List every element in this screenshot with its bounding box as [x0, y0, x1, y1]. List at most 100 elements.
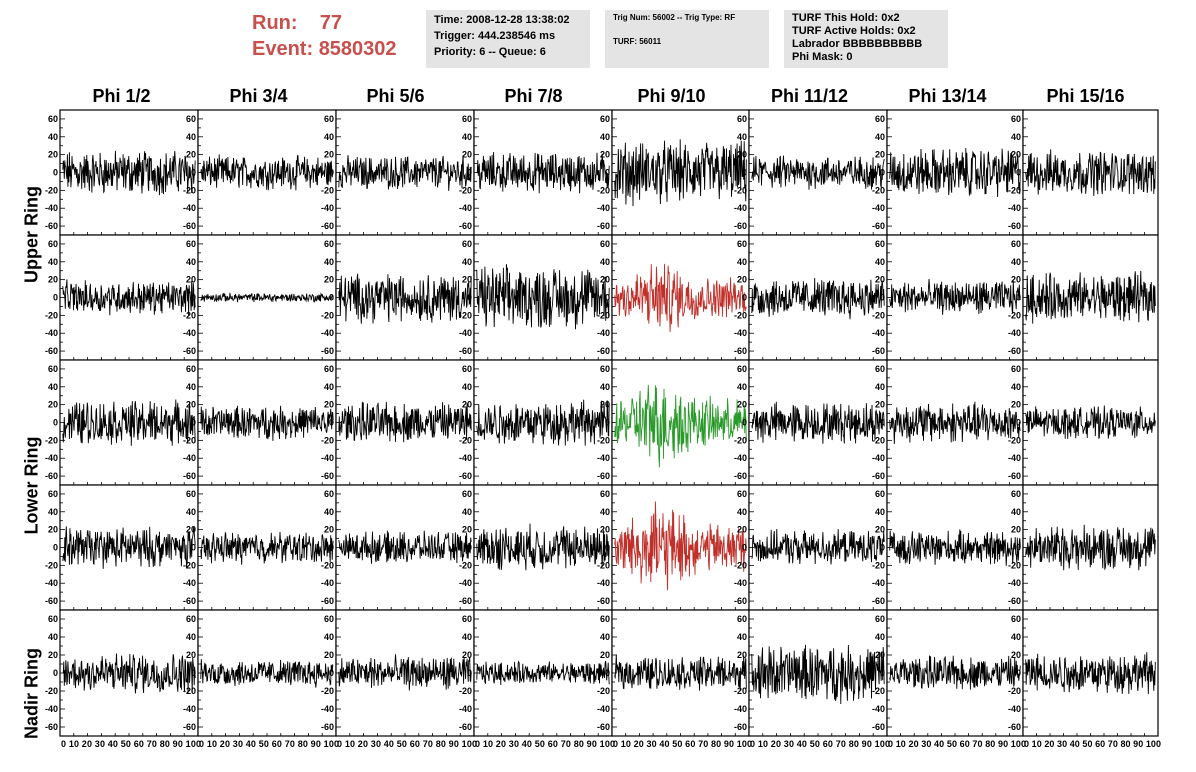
y-tick-label: -40 [1008, 328, 1021, 338]
y-tick-label: -60 [45, 346, 58, 356]
y-tick-label: 40 [324, 132, 334, 142]
y-tick-label: 20 [737, 275, 747, 285]
column-header-phi-7-8: Phi 7/8 [504, 86, 563, 106]
waveform-trace [889, 655, 1021, 690]
waveform-trace [751, 155, 885, 190]
y-tick-label: 0 [53, 293, 58, 303]
waveform-trace [476, 264, 610, 330]
y-tick-label: -60 [183, 346, 196, 356]
y-tick-label: -60 [734, 346, 747, 356]
y-tick-label: -40 [597, 704, 610, 714]
y-tick-label: 40 [48, 382, 58, 392]
y-tick-label: 40 [875, 132, 885, 142]
y-tick-label: 0 [605, 668, 610, 678]
y-tick-label: 40 [48, 132, 58, 142]
y-tick-label: 60 [737, 114, 747, 124]
y-tick-label: -60 [183, 221, 196, 231]
y-tick-label: 40 [1011, 507, 1021, 517]
y-tick-label: 20 [737, 150, 747, 160]
waveform-trace [476, 660, 610, 686]
y-tick-label: 40 [875, 257, 885, 267]
y-tick-label: -40 [872, 453, 885, 463]
y-tick-label: -60 [1008, 471, 1021, 481]
waveform-trace [338, 401, 472, 443]
y-tick-label: 0 [880, 168, 885, 178]
y-tick-label: -20 [597, 435, 610, 445]
y-tick-label: 60 [462, 364, 472, 374]
y-tick-label: 20 [186, 400, 196, 410]
y-tick-label: -20 [1008, 185, 1021, 195]
y-tick-label: 60 [324, 489, 334, 499]
y-tick-label: 60 [186, 364, 196, 374]
y-tick-label: 40 [737, 132, 747, 142]
y-tick-label: -40 [734, 578, 747, 588]
y-tick-label: 20 [186, 150, 196, 160]
y-tick-label: -60 [1008, 722, 1021, 732]
y-tick-label: 60 [737, 364, 747, 374]
y-tick-label: 0 [329, 668, 334, 678]
y-tick-label: -20 [872, 560, 885, 570]
y-tick-label: -60 [459, 221, 472, 231]
y-tick-label: -60 [321, 471, 334, 481]
waveform-trace [62, 279, 196, 316]
y-tick-label: 60 [737, 489, 747, 499]
y-tick-label: -40 [459, 704, 472, 714]
y-tick-label: -40 [1008, 203, 1021, 213]
y-tick-label: -60 [1008, 346, 1021, 356]
y-tick-label: 20 [737, 525, 747, 535]
y-tick-label: 0 [191, 168, 196, 178]
y-tick-label: 60 [1011, 239, 1021, 249]
waveform-trace [62, 399, 196, 446]
y-tick-label: -20 [459, 560, 472, 570]
y-tick-label: 20 [737, 650, 747, 660]
y-tick-label: -40 [734, 453, 747, 463]
y-tick-label: 0 [191, 418, 196, 428]
waveform-trace [751, 644, 885, 705]
y-tick-label: 40 [462, 632, 472, 642]
y-tick-label: 20 [48, 525, 58, 535]
waveform-trace [1025, 652, 1156, 695]
y-tick-label: 60 [737, 239, 747, 249]
y-tick-label: 40 [324, 257, 334, 267]
y-tick-label: -60 [45, 471, 58, 481]
y-tick-label: 60 [48, 239, 58, 249]
panel-frame [611, 609, 750, 737]
y-tick-label: 20 [875, 275, 885, 285]
y-tick-label: 40 [186, 632, 196, 642]
run-label: Run: [252, 12, 298, 34]
y-tick-label: 60 [600, 364, 610, 374]
y-tick-label: 40 [600, 257, 610, 267]
waveform-trace [889, 278, 1021, 315]
y-tick-label: -40 [183, 328, 196, 338]
y-tick-label: -60 [734, 221, 747, 231]
y-tick-label: -60 [872, 596, 885, 606]
y-tick-label: -20 [597, 185, 610, 195]
y-tick-label: 60 [875, 114, 885, 124]
y-tick-label: -20 [459, 435, 472, 445]
y-tick-label: 40 [600, 132, 610, 142]
y-tick-label: -40 [45, 328, 58, 338]
y-tick-label: 0 [742, 543, 747, 553]
y-tick-label: -20 [1008, 560, 1021, 570]
y-tick-label: -60 [872, 221, 885, 231]
x-tick-labels: 0 10 20 30 40 50 60 70 80 90 100 [61, 739, 201, 749]
y-tick-label: -40 [183, 453, 196, 463]
y-tick-label: -40 [872, 578, 885, 588]
y-tick-label: 40 [48, 257, 58, 267]
waveform-trace [614, 139, 747, 207]
y-tick-label: -20 [872, 435, 885, 445]
y-tick-label: -20 [734, 185, 747, 195]
y-tick-label: 20 [1011, 650, 1021, 660]
y-tick-label: 40 [462, 132, 472, 142]
y-tick-label: -60 [459, 346, 472, 356]
y-tick-label: 20 [462, 650, 472, 660]
y-tick-label: -60 [872, 346, 885, 356]
y-tick-label: 60 [462, 114, 472, 124]
y-tick-label: -20 [597, 560, 610, 570]
event-value: 8580302 [318, 38, 397, 60]
y-tick-label: -40 [183, 704, 196, 714]
y-tick-label: -40 [597, 328, 610, 338]
y-tick-label: 60 [462, 489, 472, 499]
y-tick-label: 60 [1011, 364, 1021, 374]
y-tick-label: -40 [1008, 578, 1021, 588]
